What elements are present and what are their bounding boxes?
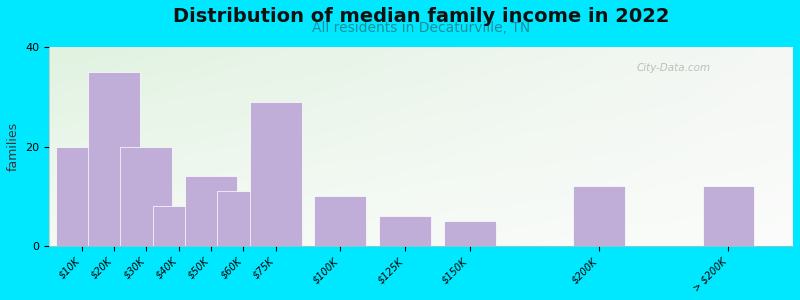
Title: Distribution of median family income in 2022: Distribution of median family income in …	[173, 7, 670, 26]
Bar	[218, 191, 270, 246]
Bar	[573, 186, 625, 246]
Bar	[250, 102, 302, 246]
Bar	[185, 176, 237, 246]
Bar	[379, 216, 431, 246]
Bar	[88, 72, 140, 246]
Bar	[444, 221, 495, 246]
Bar	[702, 186, 754, 246]
Bar	[121, 146, 172, 246]
Bar	[314, 196, 366, 246]
Bar	[153, 206, 205, 246]
Text: City-Data.com: City-Data.com	[637, 63, 711, 73]
Text: All residents in Decaturville, TN: All residents in Decaturville, TN	[312, 21, 530, 35]
Y-axis label: families: families	[7, 122, 20, 171]
Bar	[56, 146, 107, 246]
